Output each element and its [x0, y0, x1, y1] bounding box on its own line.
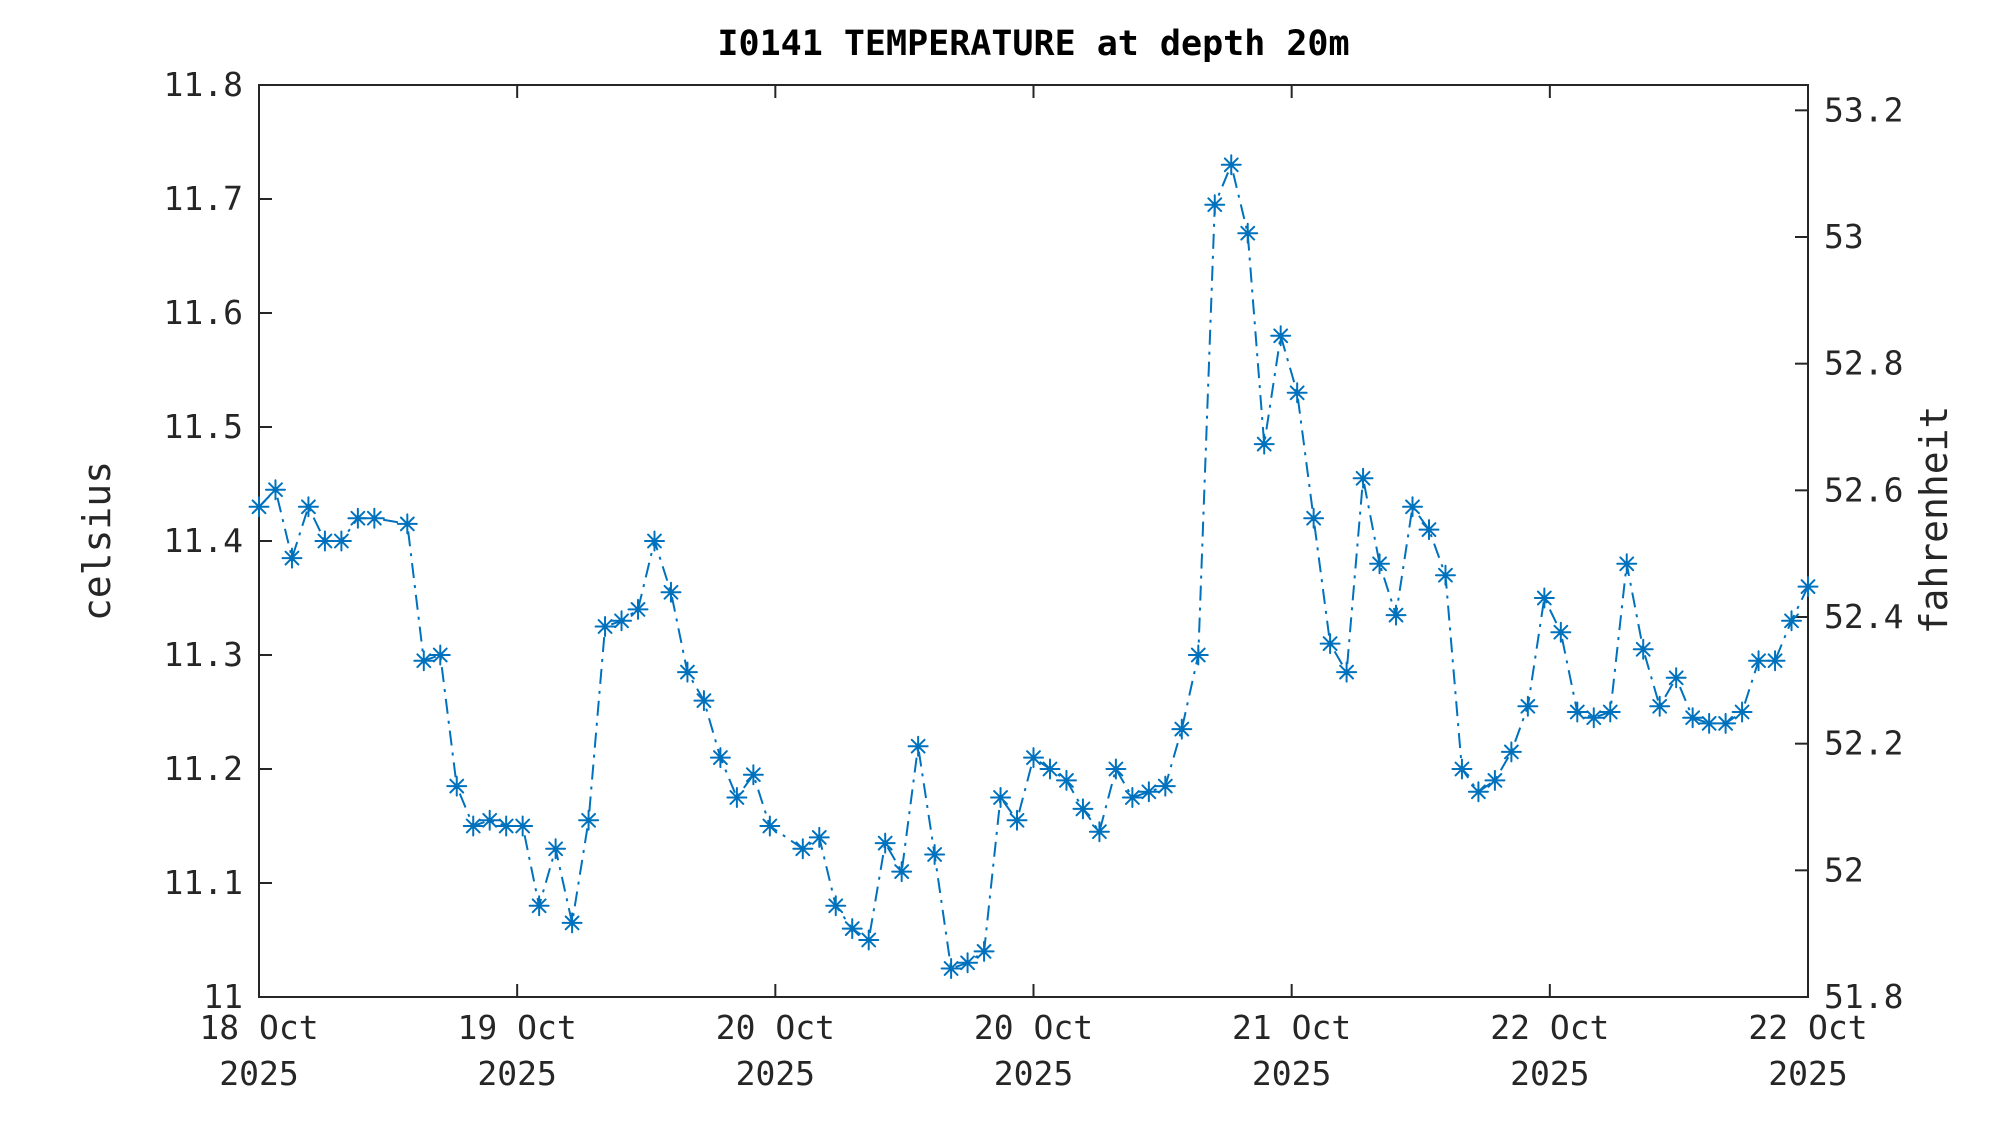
- x-tick-label-year: 2025: [1768, 1054, 1847, 1093]
- y-tick-label-celsius: 11.8: [164, 65, 243, 104]
- data-point-markers: [248, 154, 1819, 979]
- y-tick-label-celsius: 11.7: [164, 179, 243, 218]
- x-tick-label-year: 2025: [1510, 1054, 1589, 1093]
- y-tick-label-celsius: 11.4: [164, 521, 243, 560]
- y-tick-label-celsius: 11.2: [164, 749, 243, 788]
- x-tick-label-year: 2025: [219, 1054, 298, 1093]
- left-axis-label: celsius: [75, 460, 119, 622]
- x-tick-label-year: 2025: [994, 1054, 1073, 1093]
- data-line: [258, 161, 1809, 970]
- y-tick-label-celsius: 11.3: [164, 635, 243, 674]
- chart-title: I0141 TEMPERATURE at depth 20m: [717, 24, 1350, 64]
- x-tick-label-date: 20 Oct: [974, 1008, 1093, 1047]
- y-tick-label-celsius: 11.6: [164, 293, 243, 332]
- x-tick-label-year: 2025: [477, 1054, 556, 1093]
- x-tick-label-date: 18 Oct: [199, 1008, 318, 1047]
- y-tick-label-celsius: 11: [203, 977, 243, 1016]
- y-tick-label-fahrenheit: 52.6: [1824, 470, 1903, 509]
- y-tick-label-celsius: 11.1: [164, 863, 243, 902]
- axes-box: [258, 84, 1809, 998]
- y-tick-label-fahrenheit: 53: [1824, 217, 1864, 256]
- x-tick-label-year: 2025: [1252, 1054, 1331, 1093]
- y-tick-label-fahrenheit: 52.2: [1824, 724, 1903, 763]
- x-tick-label-date: 22 Oct: [1748, 1008, 1867, 1047]
- x-tick-label-year: 2025: [736, 1054, 815, 1093]
- y-tick-label-fahrenheit: 52.8: [1824, 344, 1903, 383]
- x-tick-label-date: 20 Oct: [716, 1008, 835, 1047]
- right-axis-label: fahrenheit: [1912, 405, 1956, 635]
- x-tick-label-date: 21 Oct: [1232, 1008, 1351, 1047]
- y-tick-label-fahrenheit: 51.8: [1824, 977, 1903, 1016]
- x-tick-label-date: 19 Oct: [458, 1008, 577, 1047]
- y-tick-label-fahrenheit: 52.4: [1824, 597, 1903, 636]
- x-tick-label-date: 22 Oct: [1490, 1008, 1609, 1047]
- y-tick-label-fahrenheit: 52: [1824, 850, 1864, 889]
- y-tick-label-fahrenheit: 53.2: [1824, 90, 1903, 129]
- y-tick-label-celsius: 11.5: [164, 407, 243, 446]
